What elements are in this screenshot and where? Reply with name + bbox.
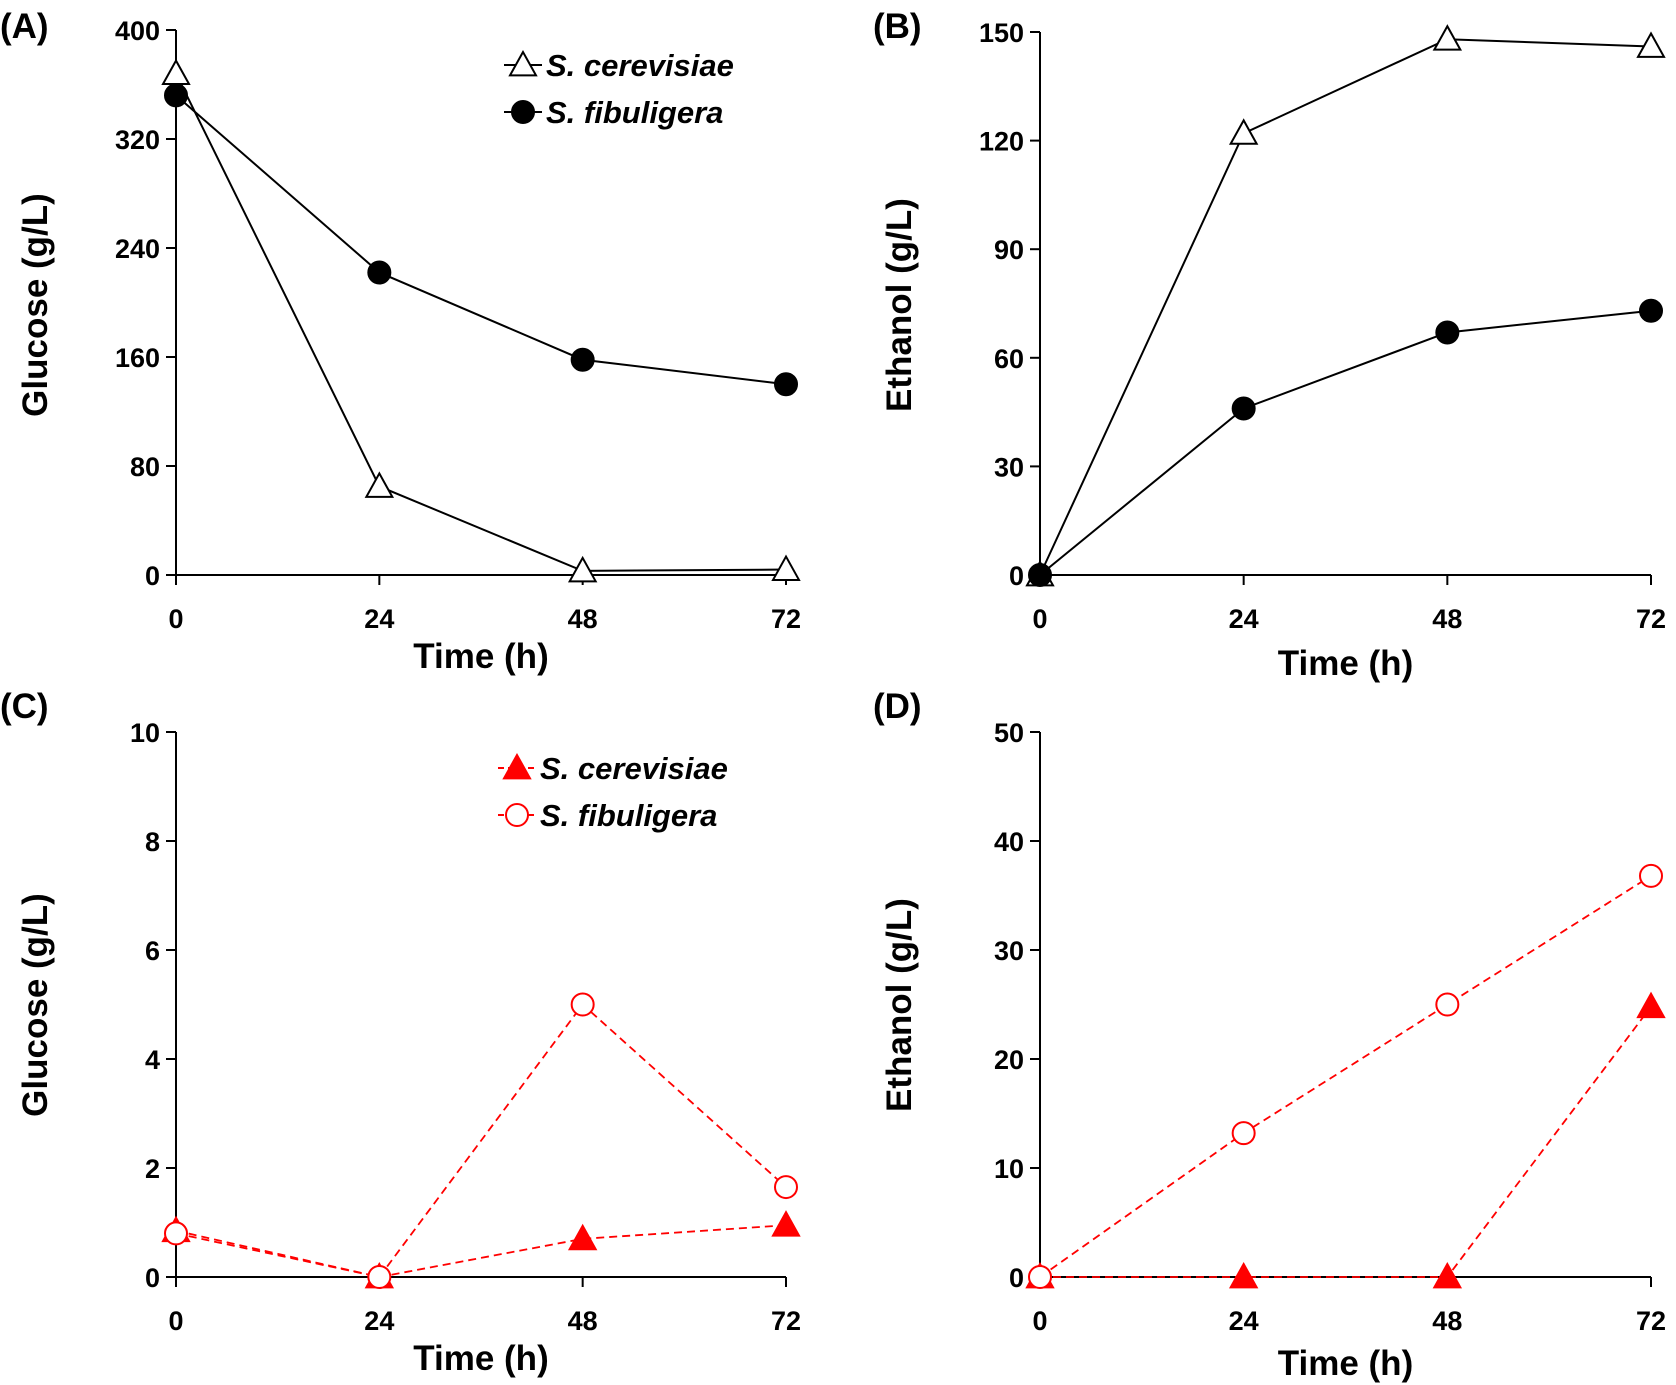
- panel-d-y-tick-label: 30: [994, 936, 1024, 966]
- panel-a-y-tick-label: 400: [115, 16, 160, 46]
- panel-b-x-tick-label: 72: [1636, 604, 1666, 634]
- panel-a-label: (A): [0, 7, 49, 46]
- panel-c-y-tick-label: 0: [145, 1263, 160, 1293]
- panel-d-point-s-fibuligera: [1028, 1265, 1052, 1289]
- panel-a-point-s-fibuligera: [367, 260, 392, 285]
- panel-a-point-s-cerevisiae: [161, 58, 191, 85]
- panel-d-y-axis-title: Ethanol (g/L): [880, 898, 919, 1112]
- panel-b-point-s-fibuligera: [1231, 396, 1256, 421]
- panel-b-y-tick-label: 60: [994, 344, 1024, 374]
- panel-b-x-axis-title: Time (h): [1278, 644, 1413, 683]
- panel-b-point-s-fibuligera: [1639, 298, 1663, 323]
- panel-b-point-s-fibuligera: [1028, 563, 1052, 587]
- panel-c-y-tick-label: 8: [145, 827, 160, 857]
- panel-c-point-s-fibuligera: [164, 1221, 188, 1246]
- panel-b-y-axis-title: Ethanol (g/L): [880, 198, 919, 412]
- panel-d-point-s-cerevisiae: [1636, 991, 1666, 1019]
- panel-d-series-line-s-fibuligera: [1039, 875, 1652, 1278]
- panel-d-point-s-cerevisiae: [1228, 1261, 1259, 1289]
- panel-c-legend-label-s-fibuligera: S. fibuligera: [540, 798, 717, 833]
- panel-c-x-tick-label: 24: [364, 1306, 394, 1336]
- panel-c-y-tick-label: 4: [145, 1045, 160, 1075]
- panel-d-y-tick-label: 50: [994, 718, 1024, 748]
- panel-c-x-tick-label: 72: [771, 1306, 801, 1336]
- panel-d-point-s-cerevisiae: [1432, 1261, 1463, 1289]
- panel-d-point-s-fibuligera: [1231, 1121, 1256, 1146]
- panel-c-point-s-fibuligera: [774, 1175, 798, 1200]
- panel-c-x-tick-label: 48: [568, 1306, 598, 1336]
- panel-b-point-s-fibuligera: [1435, 320, 1460, 345]
- panel-c-point-s-cerevisiae: [771, 1210, 801, 1237]
- panel-b-series-line-s-cerevisiae: [1039, 38, 1652, 576]
- panel-a-point-s-cerevisiae: [567, 555, 598, 583]
- panel-d-x-tick-label: 48: [1432, 1306, 1462, 1336]
- panel-a-point-s-cerevisiae: [771, 554, 801, 581]
- panel-c-point-s-fibuligera: [367, 1265, 392, 1289]
- panel-c-point-s-fibuligera: [570, 992, 595, 1017]
- panel-c-legend-marker-s-fibuligera: [505, 803, 529, 827]
- panel-d-y-tick-label: 40: [994, 827, 1024, 857]
- panel-a-legend-label-s-cerevisiae: S. cerevisiae: [546, 48, 734, 83]
- panel-d-x-tick-label: 0: [1032, 1306, 1047, 1336]
- panel-a-x-tick-label: 24: [364, 604, 394, 634]
- panel-a-y-tick-label: 320: [115, 125, 160, 155]
- panel-c-y-axis-title: Glucose (g/L): [16, 893, 55, 1117]
- panel-b-point-s-cerevisiae: [1432, 24, 1463, 51]
- panel-c-legend-marker-s-cerevisiae: [502, 752, 532, 780]
- panel-a-x-tick-label: 48: [568, 604, 598, 634]
- panel-d-point-s-fibuligera: [1435, 992, 1460, 1017]
- panel-c-y-tick-label: 10: [130, 718, 160, 748]
- panel-a-legend-marker-s-fibuligera: [511, 100, 535, 124]
- panel-b-y-tick-label: 120: [979, 127, 1024, 157]
- panel-c-y-tick-label: 2: [145, 1154, 160, 1184]
- panel-b-x-tick-label: 0: [1032, 604, 1047, 634]
- panel-d-y-tick-label: 20: [994, 1045, 1024, 1075]
- panel-c-x-axis-title: Time (h): [413, 1339, 548, 1378]
- panel-d-y-tick-label: 10: [994, 1154, 1024, 1184]
- panel-a-x-axis-title: Time (h): [413, 637, 548, 676]
- panel-a-series-line-s-fibuligera: [175, 94, 787, 386]
- panel-a-x-tick-label: 72: [771, 604, 801, 634]
- panel-d-point-s-fibuligera: [1639, 863, 1663, 888]
- panel-c-series-line-s-fibuligera: [175, 1003, 787, 1279]
- panel-b-label: (B): [873, 7, 922, 46]
- panel-c-legend-label-s-cerevisiae: S. cerevisiae: [540, 751, 728, 786]
- panel-d-series-line-s-cerevisiae: [1040, 1006, 1652, 1278]
- panel-a-point-s-fibuligera: [164, 83, 188, 108]
- panel-a-legend-label-s-fibuligera: S. fibuligera: [546, 95, 723, 130]
- panel-a-y-tick-label: 240: [115, 234, 160, 264]
- panel-c-point-s-cerevisiae: [567, 1223, 598, 1251]
- panel-a-point-s-fibuligera: [774, 372, 798, 397]
- panel-c-label: (C): [0, 687, 49, 726]
- panel-b-point-s-cerevisiae: [1636, 31, 1666, 58]
- panel-b-y-tick-label: 90: [994, 235, 1024, 265]
- panel-b-y-tick-label: 150: [979, 18, 1024, 48]
- panel-c-x-tick-label: 0: [168, 1306, 183, 1336]
- panel-a-point-s-cerevisiae: [364, 471, 395, 498]
- panel-c-y-tick-label: 6: [145, 936, 160, 966]
- panel-b-point-s-cerevisiae: [1228, 118, 1259, 145]
- panel-d-x-tick-label: 72: [1636, 1306, 1666, 1336]
- panel-a-legend-marker-s-cerevisiae: [508, 49, 538, 77]
- panel-b-y-tick-label: 30: [994, 452, 1024, 482]
- panel-d-x-axis-title: Time (h): [1278, 1344, 1413, 1383]
- panel-a-point-s-fibuligera: [570, 347, 595, 372]
- panel-a-y-tick-label: 0: [145, 561, 160, 591]
- panel-a-y-tick-label: 160: [115, 343, 160, 373]
- panel-d-y-tick-label: 0: [1009, 1263, 1024, 1293]
- panel-b-series-line-s-fibuligera: [1039, 309, 1652, 576]
- panel-b-x-tick-label: 24: [1229, 604, 1259, 634]
- panel-b-y-tick-label: 0: [1009, 561, 1024, 591]
- panel-a-y-tick-label: 80: [130, 452, 160, 482]
- panel-a-x-tick-label: 0: [168, 604, 183, 634]
- panel-c-series-line-s-cerevisiae: [175, 1224, 787, 1278]
- panel-a-y-axis-title: Glucose (g/L): [16, 193, 55, 417]
- panel-b-x-tick-label: 48: [1432, 604, 1462, 634]
- panel-d-label: (D): [873, 687, 922, 726]
- panel-d-x-tick-label: 24: [1229, 1306, 1259, 1336]
- panel-a-series-line-s-cerevisiae: [175, 73, 787, 572]
